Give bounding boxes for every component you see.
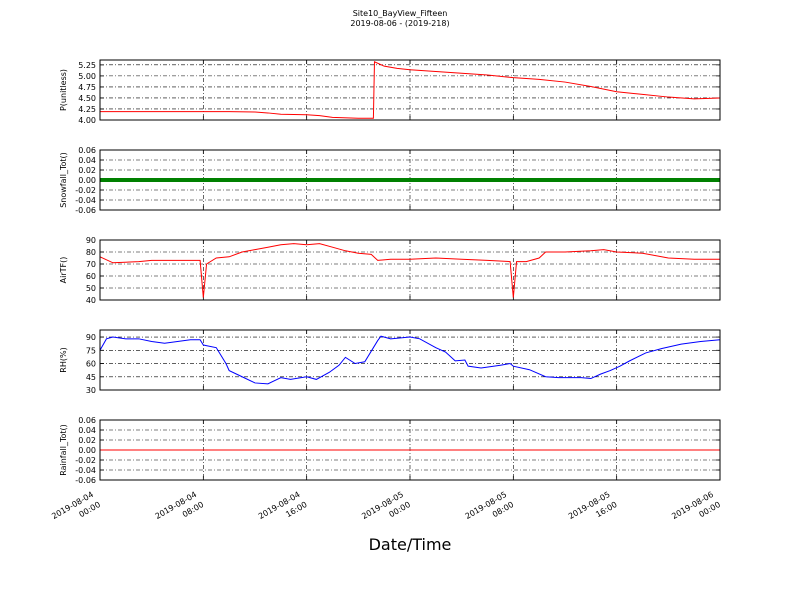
y-tick-label: 90	[86, 236, 96, 245]
y-axis-label: Snowfall_Tot()	[59, 152, 68, 208]
y-tick-label: 0.00	[78, 446, 96, 455]
y-tick-label: 0.06	[78, 146, 96, 155]
y-tick-label: 4.50	[78, 94, 96, 103]
y-axis-label: P(unitless)	[59, 69, 68, 111]
y-tick-label: 90	[86, 333, 96, 342]
axes-frame	[99, 329, 721, 391]
y-tick-label: 80	[86, 248, 96, 257]
data-line	[100, 60, 721, 119]
y-axis-label: RH(%)	[59, 347, 68, 372]
x-axis-label: Date/Time	[369, 535, 452, 554]
y-tick-label: 4.25	[78, 105, 96, 114]
data-line	[99, 243, 720, 298]
y-tick-label: 0.04	[78, 426, 96, 435]
figure-subtitle: 2019-08-06 - (2019-218)	[350, 19, 449, 28]
y-tick-label: 0.02	[78, 166, 96, 175]
y-tick-label: 60	[86, 360, 96, 369]
y-tick-label: 4.00	[78, 116, 96, 125]
axes-frame	[99, 59, 721, 121]
y-tick-label: -0.02	[75, 456, 96, 465]
y-tick-label: 60	[86, 272, 96, 281]
y-tick-label: -0.02	[75, 186, 96, 195]
data-line	[99, 335, 721, 385]
y-tick-label: 0.06	[78, 416, 96, 425]
y-tick-label: 70	[86, 260, 96, 269]
axes-frame	[99, 419, 721, 481]
y-axis-label: AirTF()	[59, 257, 68, 284]
axes-frame	[99, 239, 721, 301]
y-tick-label: 0.04	[78, 156, 96, 165]
y-tick-label: -0.04	[75, 196, 96, 205]
y-tick-label: 40	[86, 296, 96, 305]
y-tick-label: 45	[86, 373, 96, 382]
y-tick-label: 4.75	[78, 83, 96, 92]
y-tick-label: -0.04	[75, 466, 96, 475]
y-tick-label: 0.00	[78, 176, 96, 185]
y-tick-label: 0.02	[78, 436, 96, 445]
y-tick-label: 30	[86, 386, 96, 395]
figure-title: Site10_BayView_Fifteen	[353, 9, 448, 18]
y-tick-label: 75	[86, 346, 96, 355]
y-tick-label: 5.00	[78, 72, 96, 81]
y-axis-label: Rainfall_Tot()	[59, 424, 68, 476]
y-tick-label: -0.06	[75, 206, 96, 215]
axes-frame	[99, 149, 721, 211]
y-tick-label: 5.25	[78, 61, 96, 70]
y-tick-label: -0.06	[75, 476, 96, 485]
y-tick-label: 50	[86, 284, 96, 293]
